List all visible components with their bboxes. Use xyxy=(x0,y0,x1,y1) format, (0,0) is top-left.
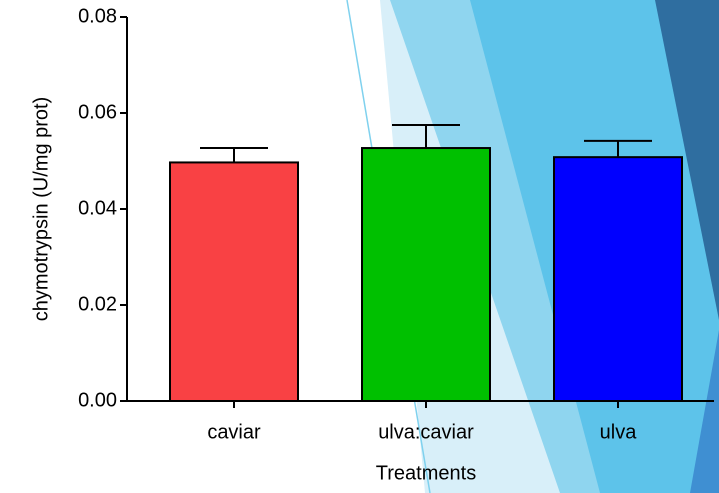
bar xyxy=(170,162,298,401)
y-tick-label: 0.02 xyxy=(78,293,117,315)
x-tick-label: ulva:caviar xyxy=(378,421,474,443)
y-tick-label: 0.04 xyxy=(78,197,117,219)
x-axis-label: Treatments xyxy=(376,462,476,484)
y-tick-label: 0.00 xyxy=(78,389,117,411)
bar xyxy=(362,148,490,401)
chart: chymotrypsin (U/mg prot) Treatments 0.00… xyxy=(0,0,719,493)
y-axis-label: chymotrypsin (U/mg prot) xyxy=(30,97,52,322)
x-tick-label: caviar xyxy=(207,421,261,443)
y-tick-label: 0.06 xyxy=(78,101,117,123)
y-tick-label: 0.08 xyxy=(78,5,117,27)
bar xyxy=(554,157,682,401)
x-tick-label: ulva xyxy=(600,421,638,443)
